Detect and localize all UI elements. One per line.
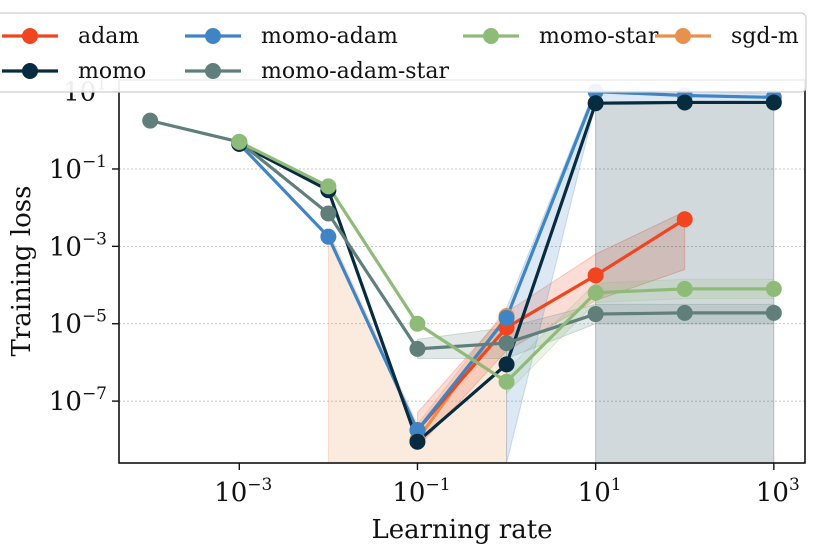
point-momo-star-3 — [498, 373, 515, 390]
legend-marker-sgd-m — [675, 28, 691, 44]
y-axis-label: Training loss — [7, 186, 37, 357]
point-momo-adam-3 — [498, 309, 515, 326]
point-momo-star-6 — [765, 280, 782, 297]
x-tick-label-1: 10−1 — [392, 475, 450, 508]
legend-label-adam: adam — [78, 24, 139, 49]
point-momo-adam-star-4 — [498, 335, 515, 352]
y-tick-label-4: 10−7 — [49, 384, 107, 417]
legend-marker-momo — [22, 63, 38, 79]
point-momo-adam-2 — [409, 422, 426, 439]
point-momo-adam-star-3 — [409, 340, 426, 357]
legend-label-momo-star: momo-star — [539, 24, 659, 49]
point-momo-star-5 — [676, 280, 693, 297]
legend-marker-momo-star — [483, 28, 499, 44]
y-tick-label-3: 10−5 — [49, 307, 107, 340]
point-momo-adam-star-6 — [676, 304, 693, 321]
point-adam-3 — [676, 211, 693, 228]
y-tick-label-1: 10−1 — [49, 152, 107, 185]
band-momo-star — [506, 278, 775, 395]
x-axis-ticks: 10−3 10−1 101 103 — [214, 463, 800, 508]
point-momo-6 — [765, 94, 782, 111]
legend-label-momo: momo — [78, 59, 146, 84]
legend-label-momo-adam: momo-adam — [261, 24, 398, 49]
point-momo-adam-star-7 — [765, 304, 782, 321]
line-momo-adam-star — [149, 119, 774, 351]
x-tick-label-0: 10−3 — [214, 475, 272, 508]
legend: adam momo-adam momo-star sgd-m momo momo-adam… — [0, 12, 807, 93]
point-momo-2 — [409, 433, 426, 450]
point-momo-star-4 — [587, 284, 604, 301]
x-tick-label-2: 101 — [578, 475, 622, 508]
x-tick-label-3: 103 — [756, 475, 800, 508]
point-momo-adam-star-2 — [320, 205, 337, 222]
point-adam-2 — [587, 267, 604, 284]
legend-label-sgd-m: sgd-m — [731, 24, 799, 49]
legend-marker-momo-adam-star — [205, 63, 221, 79]
point-momo-5 — [676, 94, 693, 111]
point-momo-star-0 — [231, 133, 248, 150]
point-momo-star-2 — [409, 315, 426, 332]
point-momo-4 — [587, 95, 604, 112]
series-points — [142, 83, 782, 450]
y-tick-label-2: 10−3 — [49, 229, 107, 262]
point-momo-3 — [498, 356, 515, 373]
point-momo-adam-star-0 — [142, 112, 159, 129]
point-momo-adam-1 — [320, 228, 337, 245]
legend-label-momo-adam-star: momo-adam-star — [261, 59, 450, 84]
point-momo-adam-star-5 — [587, 306, 604, 323]
line-adam — [416, 217, 686, 432]
confidence-bands — [327, 87, 775, 464]
legend-marker-adam — [22, 28, 38, 44]
point-momo-star-1 — [320, 178, 337, 195]
x-axis-label: Learning rate — [371, 515, 552, 545]
legend-marker-momo-adam — [205, 28, 221, 44]
